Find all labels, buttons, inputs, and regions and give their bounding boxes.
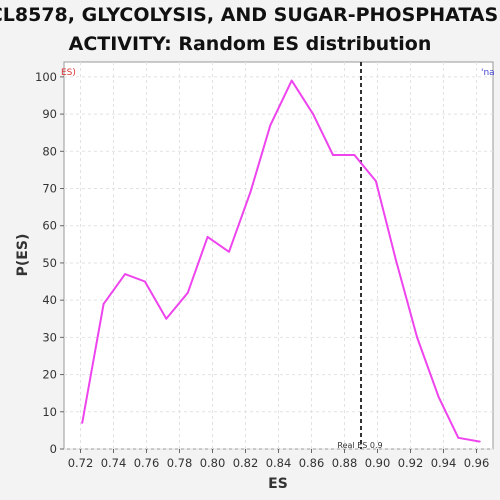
data-point bbox=[124, 273, 126, 276]
real-es-label: Real ES 0.9 bbox=[337, 441, 382, 450]
series-layer bbox=[81, 79, 481, 443]
x-tick-label: 0.82 bbox=[233, 456, 259, 470]
x-tick-label: 0.76 bbox=[134, 456, 160, 470]
chart-title-line-2: ACTIVITY: Random ES distribution bbox=[69, 33, 432, 55]
x-tick-label: 0.84 bbox=[266, 456, 292, 470]
y-axis-title: P(ES) bbox=[15, 234, 31, 277]
y-tick-label: 0 bbox=[50, 442, 57, 456]
data-point bbox=[81, 422, 84, 424]
x-tick-label: 0.96 bbox=[464, 456, 490, 470]
data-point bbox=[165, 317, 168, 320]
data-point bbox=[416, 336, 418, 339]
data-point bbox=[206, 235, 209, 238]
x-tick-label: 0.92 bbox=[398, 456, 424, 470]
data-point bbox=[269, 124, 272, 127]
y-tick-label: 100 bbox=[35, 70, 57, 84]
x-tick-label: 0.90 bbox=[365, 456, 391, 470]
data-point bbox=[374, 180, 377, 182]
data-point bbox=[102, 302, 105, 305]
x-axis-title: ES bbox=[268, 476, 288, 492]
x-tick-label: 0.78 bbox=[167, 456, 193, 470]
data-point bbox=[457, 436, 460, 439]
data-point bbox=[228, 250, 230, 253]
y-tick-label: 80 bbox=[42, 144, 57, 158]
y-axis-ticks: 0 10 20 30 40 50 60 70 80 90 100 bbox=[35, 70, 64, 456]
data-point bbox=[478, 440, 481, 443]
y-tick-label: 50 bbox=[42, 256, 57, 270]
data-point bbox=[332, 154, 334, 156]
y-tick-label: 30 bbox=[42, 330, 57, 344]
y-tick-label: 10 bbox=[42, 405, 57, 419]
y-tick-label: 40 bbox=[42, 293, 57, 307]
x-tick-label: 0.72 bbox=[68, 456, 94, 470]
legend-fragment-left: ES) bbox=[61, 68, 76, 78]
real-es-marker: Real ES 0.9 bbox=[337, 62, 383, 450]
x-tick-label: 0.88 bbox=[332, 456, 358, 470]
data-point bbox=[249, 191, 252, 194]
data-point bbox=[437, 396, 440, 398]
data-point bbox=[186, 291, 189, 294]
data-point bbox=[353, 154, 356, 156]
grid bbox=[64, 62, 493, 450]
y-tick-label: 60 bbox=[42, 219, 57, 233]
data-point bbox=[312, 113, 315, 115]
data-point bbox=[290, 79, 293, 82]
y-tick-label: 90 bbox=[42, 107, 57, 121]
x-tick-label: 0.74 bbox=[101, 456, 127, 470]
data-point bbox=[143, 280, 146, 283]
x-axis-ticks: 0.72 0.74 0.76 0.78 0.80 0.82 0.84 0.86 0.88 0.90… bbox=[68, 449, 490, 470]
series-line-0 bbox=[81, 79, 480, 443]
legend-fragment-right: 'na bbox=[481, 68, 495, 78]
y-tick-label: 20 bbox=[42, 368, 57, 382]
x-tick-label: 0.80 bbox=[200, 456, 226, 470]
y-tick-label: 70 bbox=[42, 182, 57, 196]
x-tick-label: 0.86 bbox=[299, 456, 325, 470]
x-tick-label: 0.94 bbox=[431, 456, 457, 470]
data-point bbox=[394, 258, 397, 261]
chart-title-line-1: CL8578, GLYCOLYSIS, AND SUGAR-PHOSPHATAS… bbox=[0, 4, 500, 26]
